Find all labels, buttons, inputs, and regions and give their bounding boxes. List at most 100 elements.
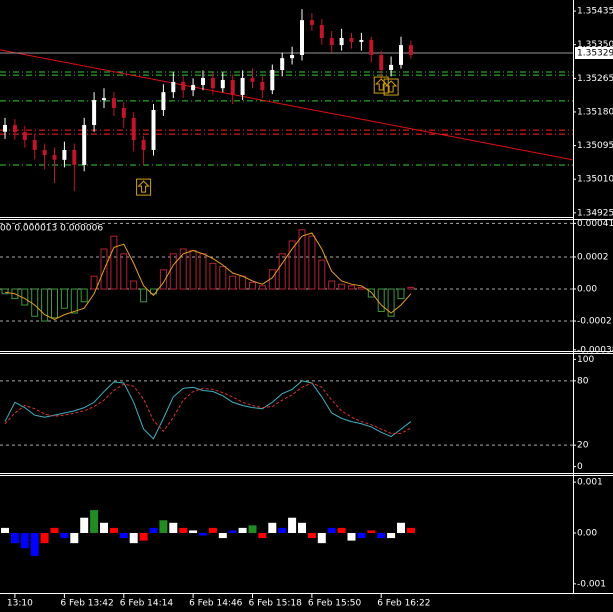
- y-tick-label: 0.00: [577, 285, 597, 295]
- histogram-bar: [387, 288, 395, 317]
- histogram-bar: [219, 266, 227, 290]
- y-tick-label: 1.35180: [577, 107, 613, 117]
- candle-body: [111, 98, 116, 108]
- x-tick-label: 6 Feb 13:42: [60, 599, 113, 609]
- bar: [327, 527, 336, 533]
- bar: [268, 522, 277, 533]
- candle-body: [42, 149, 47, 156]
- signal-arrow: [373, 76, 389, 94]
- bar: [347, 532, 356, 541]
- histogram-bar: [179, 248, 187, 290]
- x-tick-label: 13:10: [7, 599, 33, 609]
- candle-body: [121, 108, 126, 118]
- y-tick-label: 1.34925: [577, 208, 613, 218]
- bar: [238, 527, 247, 533]
- bar: [337, 527, 346, 533]
- candle-body: [22, 132, 27, 141]
- bar: [90, 510, 99, 533]
- trend-line: [0, 49, 574, 161]
- histogram-bar: [377, 288, 385, 312]
- x-tick-label: 6 Feb 14:46: [189, 599, 243, 609]
- candle-body: [309, 20, 314, 25]
- histogram-bar: [60, 288, 68, 309]
- histogram-bar: [209, 262, 217, 290]
- bar: [367, 530, 376, 533]
- candle-body: [72, 149, 77, 165]
- histogram-bar: [130, 280, 138, 290]
- candle-body: [408, 45, 413, 55]
- bar: [288, 517, 297, 533]
- histogram-bar: [338, 283, 346, 290]
- candle-body: [151, 109, 156, 150]
- histogram-bar: [308, 235, 316, 290]
- frame: [0, 0, 613, 594]
- y-tick-label: -0.001: [577, 579, 606, 589]
- y-tick-label: 1.35095: [577, 141, 613, 151]
- histogram-bar: [288, 240, 296, 290]
- candle-body: [141, 140, 146, 150]
- histogram-bar: [140, 288, 148, 303]
- candle-body: [52, 155, 57, 160]
- series-line: [4, 380, 412, 440]
- candle-body: [240, 77, 245, 95]
- y-tick-label: 0.00: [577, 528, 597, 538]
- bar: [60, 532, 69, 539]
- candle-body: [260, 81, 265, 91]
- y-tick-label: 1.35350: [577, 40, 613, 50]
- bar: [30, 532, 39, 556]
- candle-body: [399, 45, 403, 65]
- bar: [109, 527, 118, 533]
- histogram-bar: [348, 285, 355, 290]
- candle-body: [220, 79, 225, 89]
- histogram-bar: [159, 269, 167, 290]
- candle-body: [102, 98, 106, 101]
- candle-body: [181, 81, 186, 91]
- candle-body: [32, 140, 37, 150]
- x-tick-label: 6 Feb 15:18: [249, 599, 303, 609]
- candle-body: [329, 37, 334, 46]
- candle-body: [191, 85, 196, 91]
- bar: [218, 532, 227, 539]
- bar: [258, 532, 267, 539]
- y-tick-label: 0.0002: [577, 252, 609, 262]
- candle-body: [290, 54, 295, 59]
- histogram-bar: [80, 288, 88, 303]
- histogram-bar: [51, 288, 58, 319]
- bar: [387, 532, 396, 539]
- bar: [80, 517, 89, 533]
- candle-body: [3, 125, 7, 132]
- candle-body: [62, 149, 67, 160]
- candle-body: [349, 37, 354, 42]
- bar: [100, 522, 108, 533]
- candle-body: [280, 58, 285, 71]
- price-label: 1.35329: [577, 49, 613, 59]
- signal-line: [4, 232, 412, 320]
- bar: [139, 532, 148, 541]
- candle-body: [201, 77, 205, 86]
- price-label-box: [575, 47, 613, 60]
- bar: [70, 532, 79, 544]
- bar: [298, 522, 306, 533]
- y-tick-label: 80: [577, 376, 589, 386]
- y-tick-label: 20: [577, 441, 589, 451]
- candle-body: [389, 64, 394, 71]
- bar: [248, 525, 257, 533]
- histogram-bar: [258, 285, 266, 290]
- histogram-bar: [110, 235, 118, 290]
- histogram-bar: [120, 253, 128, 290]
- candle-body: [339, 37, 344, 46]
- y-tick-label: -0.00038: [577, 345, 613, 355]
- bar: [189, 530, 198, 533]
- bar: [199, 532, 207, 536]
- histogram-bar: [90, 275, 98, 290]
- bar: [357, 532, 366, 539]
- bar: [406, 527, 415, 533]
- candle-body: [131, 117, 136, 141]
- bar: [228, 530, 237, 533]
- histogram-bar: [229, 275, 237, 290]
- bar: [1, 527, 9, 533]
- bar: [129, 532, 138, 544]
